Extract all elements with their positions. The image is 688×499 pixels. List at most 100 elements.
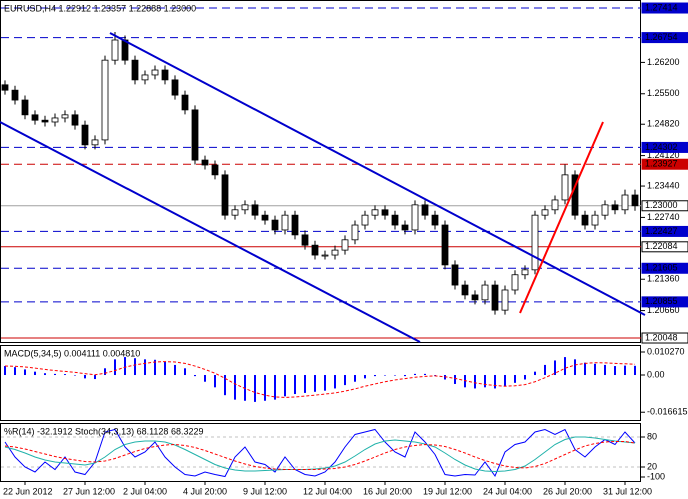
y-tick-label: 80 — [647, 431, 657, 441]
candle-body — [111, 39, 119, 61]
macd-bar — [274, 375, 276, 400]
x-tick-label: 24 Jul 04:00 — [483, 486, 532, 496]
x-tick-label: 9 Jul 12:00 — [243, 486, 287, 496]
candle-body — [561, 174, 569, 201]
indicator-line — [4, 441, 636, 470]
macd-bar — [94, 375, 96, 380]
candle-body — [411, 204, 419, 231]
macd-bar — [294, 375, 296, 395]
candle-body — [331, 249, 339, 256]
candle-body — [531, 214, 539, 271]
macd-bar — [364, 375, 366, 379]
candle-body — [71, 114, 79, 126]
level-label: 1.20855 — [645, 296, 678, 306]
macd-bar — [34, 371, 36, 376]
macd-bar — [634, 365, 636, 376]
candle-body — [281, 214, 289, 231]
candle-body — [81, 124, 89, 146]
macd-bar — [604, 364, 606, 376]
y-tick-label: 1.24120 — [647, 150, 680, 160]
candle-body — [451, 264, 459, 286]
trendline — [109, 32, 646, 316]
macd-bar — [174, 364, 176, 376]
macd-bar — [474, 375, 476, 389]
macd-bar — [524, 375, 526, 380]
candle-body — [341, 239, 349, 251]
macd-bar — [304, 375, 306, 393]
candle-body — [11, 89, 19, 101]
level-label-box — [641, 200, 688, 212]
level-label-box — [641, 296, 688, 308]
indicator-line — [4, 428, 636, 478]
signal-line — [4, 361, 636, 398]
candle-body — [181, 94, 189, 111]
stoch-panel — [0, 423, 641, 482]
macd-bar — [374, 375, 376, 377]
chart-title: EURUSD,H4 1.22912 1.23357 1.22888 1.2300… — [4, 3, 196, 13]
candle-body — [291, 214, 299, 236]
macd-bar — [384, 375, 386, 376]
candle-body — [271, 219, 279, 231]
macd-bar — [234, 375, 236, 400]
y-tick-label: 1.24820 — [647, 119, 680, 129]
level-label-box — [641, 32, 688, 44]
candle-body — [241, 204, 249, 211]
candle-body — [491, 284, 499, 311]
macd-bar — [454, 375, 456, 384]
candle-body — [381, 209, 389, 216]
candle-body — [151, 69, 159, 76]
macd-bar — [314, 375, 316, 392]
macd-bar — [154, 359, 156, 376]
candle-body — [171, 79, 179, 96]
macd-bar — [104, 368, 106, 376]
macd-bar — [514, 375, 516, 383]
macd-bar — [184, 368, 186, 376]
candle-body — [251, 204, 259, 216]
level-label-box — [641, 2, 688, 14]
level-label-box — [641, 141, 688, 153]
macd-bar — [4, 366, 6, 376]
level-label-box — [641, 158, 688, 170]
level-label-box — [641, 262, 688, 274]
y-tick-label: 0.00 — [647, 369, 665, 379]
x-tick-label: 22 Jun 2012 — [3, 486, 53, 496]
trendline — [519, 121, 604, 314]
macd-bar — [464, 375, 466, 388]
macd-bar — [564, 357, 566, 376]
candle-body — [141, 74, 149, 81]
level-label-box — [641, 225, 688, 237]
macd-bar — [354, 375, 356, 382]
level-label-box — [641, 241, 688, 253]
level-label: 1.26754 — [645, 32, 678, 42]
macd-bar — [114, 359, 116, 376]
macd-bar — [74, 375, 76, 376]
price-panel — [0, 0, 641, 343]
level-label: 1.20048 — [645, 332, 678, 342]
x-tick-label: 27 Jun 12:00 — [63, 486, 115, 496]
macd-bar — [414, 373, 416, 376]
macd-bar — [204, 375, 206, 382]
candle-body — [541, 209, 549, 216]
marks — [0, 7, 646, 478]
candle-body — [511, 274, 519, 291]
macd-bar — [44, 373, 46, 376]
macd-bar — [14, 367, 16, 376]
candle-body — [581, 214, 589, 226]
candle-body — [501, 289, 509, 311]
candle-body — [371, 209, 379, 216]
candle-body — [301, 234, 309, 246]
candle-body — [621, 194, 629, 211]
y-tick-label: 1.21360 — [647, 274, 680, 284]
macd-bar — [264, 375, 266, 401]
macd-bar — [164, 361, 166, 376]
y-tick-label: 1.22740 — [647, 212, 680, 222]
macd-bar — [554, 360, 556, 376]
candle-body — [361, 214, 369, 226]
macd-bar — [614, 366, 616, 376]
y-tick-label: -0.016615 — [647, 407, 688, 417]
candle-body — [201, 159, 209, 166]
candle-body — [61, 114, 69, 119]
level-label: 1.27414 — [645, 2, 678, 12]
macd-bar — [504, 375, 506, 387]
